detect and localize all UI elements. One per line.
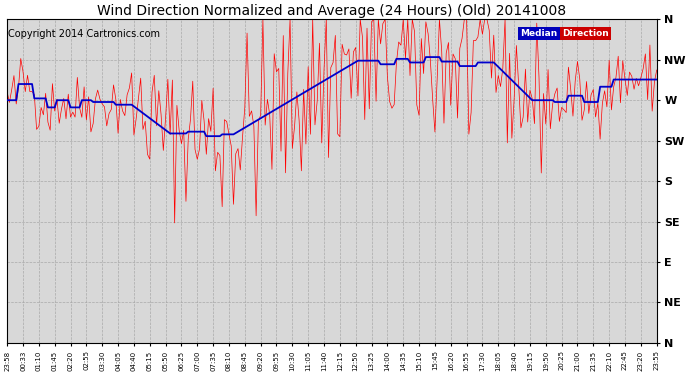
Text: Copyright 2014 Cartronics.com: Copyright 2014 Cartronics.com: [8, 29, 161, 39]
Title: Wind Direction Normalized and Average (24 Hours) (Old) 20141008: Wind Direction Normalized and Average (2…: [97, 4, 566, 18]
Text: Median: Median: [520, 29, 558, 38]
Text: Direction: Direction: [562, 29, 609, 38]
